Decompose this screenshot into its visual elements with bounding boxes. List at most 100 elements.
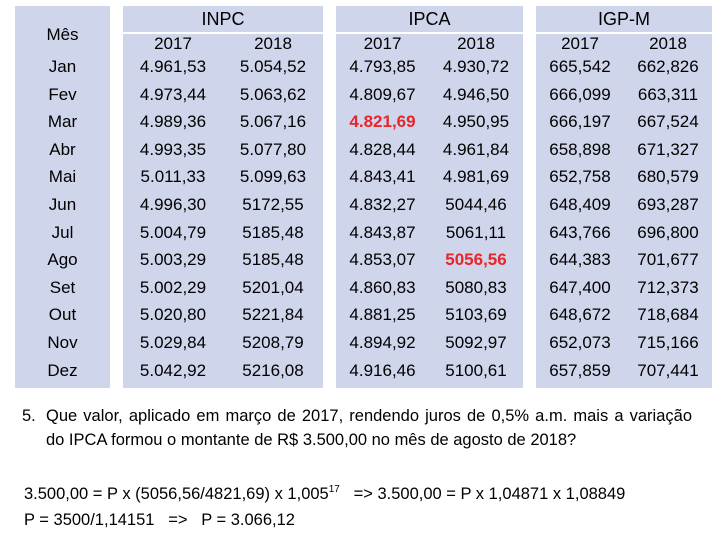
table-cell: 5172,55 <box>242 195 304 214</box>
solution-exponent: 17 <box>328 484 340 495</box>
table-cell: 667,524 <box>637 112 699 132</box>
ipca-block: IPCA <box>336 6 523 388</box>
table-cell: 4.843,87 <box>349 222 416 242</box>
table-cell: 647,400 <box>549 277 611 297</box>
month-label: Nov <box>47 333 78 352</box>
table-cell: 5201,04 <box>242 277 304 297</box>
table-cell: 663,311 <box>637 84 699 104</box>
igpm-title: IGP-M <box>598 9 650 29</box>
table-cell: 4.809,67 <box>349 84 416 104</box>
table-cell: 5061,11 <box>445 222 507 242</box>
solution-line-1-part-b: => 3.500,00 = P x 1,04871 x 1,08849 <box>339 485 626 503</box>
table-cell: 4.950,95 <box>442 112 510 132</box>
table-cell: 648,672 <box>549 305 611 325</box>
table-cell: 4.894,92 <box>349 333 416 352</box>
year-header: 2018 <box>254 34 292 53</box>
table-cell: 5.077,80 <box>239 139 307 159</box>
table-cell: 662,826 <box>637 57 699 76</box>
table-cell: 5185,48 <box>242 222 304 242</box>
table-cell: 4.793,85 <box>349 57 416 76</box>
month-label: Jun <box>48 195 77 214</box>
table-cell: 701,677 <box>637 250 699 270</box>
month-label: Jul <box>51 222 74 242</box>
table-cell: 5.063,62 <box>239 84 307 104</box>
table-cell: 4.993,35 <box>139 139 207 159</box>
ipca-separator <box>336 32 523 34</box>
month-label: Out <box>48 305 77 325</box>
table-cell: 4.996,30 <box>139 195 207 214</box>
question-number: 5. <box>22 407 36 425</box>
table-cell: 712,373 <box>637 277 699 297</box>
solution-line-2: P = 3500/1,14151 => P = 3.066,12 <box>24 511 295 529</box>
year-header: 2017 <box>561 34 599 53</box>
month-label: Mar <box>47 112 78 132</box>
table-cell: 4.981,69 <box>442 167 510 187</box>
table-cell: 4.916,46 <box>349 360 416 380</box>
price-index-table: Mês INPC IPCA IGP-M Jan Fev Mar Abr Mai Jun Ju… <box>15 6 712 388</box>
table-cell: 693,287 <box>637 195 699 214</box>
table-cell: 5092,97 <box>445 333 507 352</box>
table-cell: 652,758 <box>549 167 611 187</box>
inpc-block: INPC <box>123 6 323 388</box>
year-header: 2017 <box>154 34 192 53</box>
table-cell: 5103,69 <box>445 305 507 325</box>
table-cell: 4.961,84 <box>442 139 510 159</box>
year-header: 2018 <box>457 34 495 53</box>
table-cell: 707,441 <box>637 360 699 380</box>
month-label: Set <box>49 277 76 297</box>
table-cell: 648,409 <box>549 195 611 214</box>
table-cell: 4.860,83 <box>349 277 416 297</box>
table-cell: 671,327 <box>637 139 699 159</box>
table-cell: 5.002,29 <box>139 277 207 297</box>
table-cell: 4.973,44 <box>139 84 207 104</box>
month-header: Mês <box>46 25 79 44</box>
month-label: Fev <box>48 84 77 104</box>
table-cell: 5100,61 <box>445 360 507 380</box>
table-cell: 5208,79 <box>242 333 304 352</box>
table-cell: 5.067,16 <box>239 112 307 132</box>
table-cell: 4.853,07 <box>349 250 416 270</box>
igpm-separator <box>536 32 712 34</box>
inpc-title: INPC <box>201 9 245 29</box>
highlighted-table-cell: 5056,56 <box>445 250 507 270</box>
table-cell: 5.003,29 <box>139 250 207 270</box>
table-cell: 4.946,50 <box>442 84 510 104</box>
year-header: 2017 <box>363 34 402 53</box>
month-label: Dez <box>47 360 78 380</box>
table-cell: 657,859 <box>549 360 611 380</box>
table-cell: 666,197 <box>549 112 611 132</box>
table-cell: 5.004,79 <box>139 222 207 242</box>
table-cell: 4.930,72 <box>442 57 510 76</box>
table-cell: 665,542 <box>549 57 611 76</box>
table-cell: 680,579 <box>637 167 699 187</box>
month-label: Mai <box>48 167 77 187</box>
table-cell: 644,383 <box>549 250 611 270</box>
table-cell: 4.832,27 <box>349 195 416 214</box>
table-cell: 4.989,36 <box>139 112 207 132</box>
igpm-block: IGP-M <box>536 6 712 388</box>
month-label: Abr <box>49 139 76 159</box>
table-cell: 643,766 <box>549 222 611 242</box>
table-cell: 5.099,63 <box>239 167 307 187</box>
table-cell: 5.054,52 <box>239 57 307 76</box>
table-cell: 5.020,80 <box>139 305 207 325</box>
table-cell: 696,800 <box>637 222 699 242</box>
year-header: 2018 <box>649 34 687 53</box>
table-cell: 5.011,33 <box>140 167 206 187</box>
question: 5. Que valor, aplicado em março de 2017,… <box>22 404 692 452</box>
month-label: Jan <box>48 57 77 76</box>
inpc-separator <box>123 32 323 34</box>
table-cell: 4.828,44 <box>349 139 416 159</box>
table-cell: 5.029,84 <box>139 333 207 352</box>
table-cell: 5080,83 <box>445 277 507 297</box>
table-cell: 652,073 <box>549 333 611 352</box>
table-cell: 715,166 <box>637 333 699 352</box>
table-cell: 5044,46 <box>445 195 507 214</box>
table-cell: 718,684 <box>637 305 699 325</box>
table-cell: 666,099 <box>549 84 611 104</box>
table-cell: 5221,84 <box>242 305 304 325</box>
table-cell: 4.881,25 <box>349 305 416 325</box>
month-label: Ago <box>47 250 78 270</box>
table-cell: 5.042,92 <box>139 360 207 380</box>
solution-line-1: 3.500,00 = P x (5056,56/4821,69) x 1,005… <box>24 482 625 506</box>
